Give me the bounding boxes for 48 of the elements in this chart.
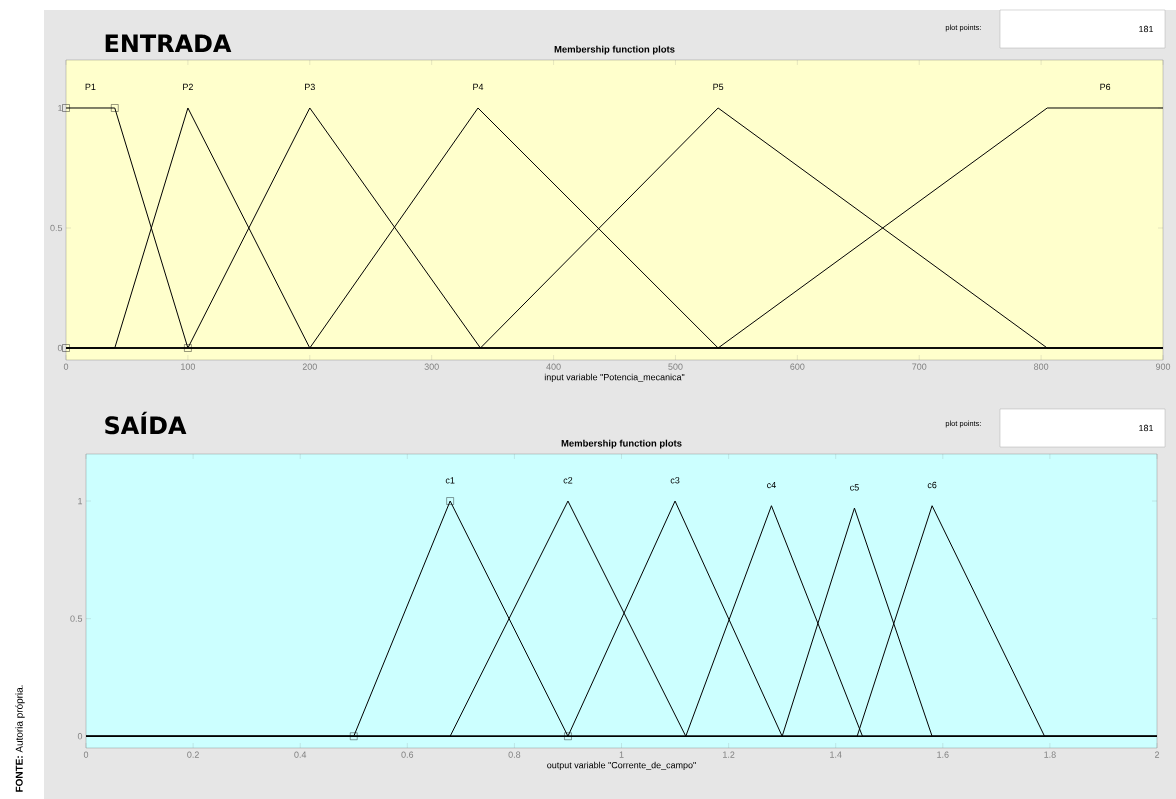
- text: c4: [767, 481, 776, 489]
- x-tick-label: 0.4: [294, 751, 307, 758]
- x-tick-label: 0: [83, 751, 89, 758]
- chart-title: SAÍDA: [105, 411, 187, 435]
- text: 181: [1139, 424, 1154, 432]
- x-tick-label: 400: [546, 363, 561, 370]
- text: P3: [305, 83, 315, 91]
- x-tick-label: 500: [668, 363, 683, 370]
- x-tick-label: 1.6: [937, 751, 949, 758]
- series-label: P6: [1100, 83, 1111, 91]
- x-axis-title: input variable "Potencia_mecanica": [544, 373, 685, 383]
- text: 181: [1139, 25, 1154, 33]
- text: c2: [563, 477, 573, 484]
- x-tick-label: 1.2: [723, 751, 735, 758]
- x-tick-label: 600: [790, 363, 805, 370]
- text: P5: [713, 83, 724, 91]
- x-tick-label: 1: [619, 751, 624, 758]
- y-tick-label: 0: [57, 344, 63, 352]
- y-tick-label: 0.5: [50, 224, 63, 232]
- y-tick-label: 1: [58, 104, 63, 112]
- x-tick-label: 0.6: [401, 751, 414, 758]
- text: P1: [85, 83, 96, 90]
- text: P4: [473, 83, 484, 90]
- x-axis-title: output variable "Corrente_de_campo": [547, 761, 696, 771]
- x-tick-label: 900: [1155, 363, 1171, 370]
- text: c6: [927, 481, 937, 489]
- y-tick-label: 0: [77, 733, 83, 740]
- x-tick-label: 0: [63, 363, 69, 370]
- text: c1: [445, 477, 455, 484]
- text: FONTE: Autoria própria.: [15, 685, 25, 792]
- chart-title: ENTRADA: [105, 34, 232, 52]
- x-tick-label: 1.4: [830, 751, 842, 758]
- chart-subtitle: Membership function plots: [554, 45, 675, 55]
- chart-subtitle: Membership function plots: [561, 439, 682, 449]
- x-tick-label: 2: [1154, 751, 1160, 758]
- x-tick-label: 0.2: [187, 751, 199, 758]
- y-tick-label: 1: [78, 497, 83, 505]
- x-tick-label: 200: [302, 363, 317, 370]
- x-tick-label: 100: [181, 363, 196, 370]
- x-tick-label: 300: [424, 363, 439, 370]
- y-tick-label: 0.5: [70, 615, 83, 622]
- x-tick-label: 1.8: [1044, 751, 1056, 758]
- text: c3: [670, 477, 680, 484]
- x-tick-label: 700: [912, 363, 927, 370]
- x-tick-label: 0.8: [508, 751, 521, 758]
- text: P2: [183, 83, 193, 90]
- x-tick-label: 800: [1034, 363, 1049, 370]
- text: c5: [850, 484, 859, 491]
